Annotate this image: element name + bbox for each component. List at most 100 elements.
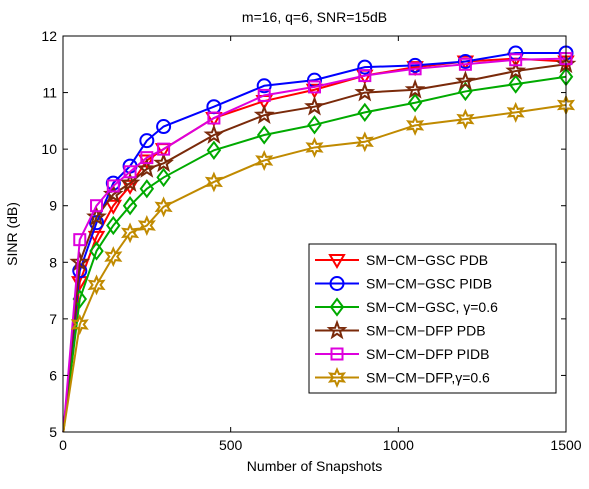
data-point	[458, 81, 473, 102]
data-point	[73, 233, 87, 247]
series-layer	[62, 45, 577, 433]
data-point	[207, 111, 221, 125]
data-point	[509, 53, 523, 67]
legend-item: SM−CM−GSC, γ=0.6	[315, 297, 498, 317]
axes-layer: 0 500 1000 1500 5 6 7 8 9 10 11 12	[41, 28, 581, 453]
y-tick-label: 8	[49, 254, 57, 270]
legend: SM−CM−GSC PDB SM−CM−GSC PIDB SM−CM−GSC, γ=…	[308, 243, 557, 394]
legend-box	[308, 243, 557, 394]
data-point	[86, 206, 107, 226]
y-tick-label: 6	[49, 367, 57, 383]
data-point	[407, 93, 423, 113]
data-point	[140, 151, 154, 165]
y-axis-label: SINR (dB)	[4, 202, 20, 266]
data-point	[154, 196, 173, 218]
data-point	[87, 274, 106, 296]
data-point	[358, 69, 372, 83]
data-point	[305, 83, 324, 99]
data-point	[357, 102, 373, 123]
data-point	[122, 196, 138, 216]
data-point	[69, 251, 91, 272]
legend-marker	[329, 297, 345, 317]
legend-item: SM−CM−DFP PIDB	[315, 346, 489, 362]
data-point	[456, 108, 475, 130]
data-point	[90, 199, 104, 213]
data-point	[203, 124, 225, 144]
y-tick-label: 11	[42, 85, 57, 101]
series-line-4	[62, 57, 567, 433]
data-point	[139, 133, 155, 149]
data-point	[505, 60, 527, 80]
data-point	[136, 158, 158, 178]
data-point	[204, 171, 223, 193]
data-point	[257, 88, 271, 102]
data-point	[308, 80, 321, 94]
series-2	[62, 67, 574, 433]
data-point	[408, 62, 422, 76]
legend-label: SM−CM−DFP,γ=0.6	[366, 370, 490, 386]
data-point	[206, 140, 222, 160]
series-4	[62, 52, 573, 433]
legend-label: SM−CM−GSC PIDB	[366, 276, 492, 292]
data-point	[139, 179, 155, 199]
legend-marker	[328, 254, 346, 269]
data-point	[137, 215, 156, 236]
data-point	[156, 167, 171, 188]
data-point	[119, 172, 141, 192]
data-point	[506, 101, 525, 123]
data-point	[120, 222, 140, 244]
x-axis-label: Number of Snapshots	[247, 458, 382, 474]
data-point	[354, 81, 376, 102]
legend-marker	[330, 347, 344, 361]
chart-title: m=16, q=6, SNR=15dB	[242, 9, 387, 25]
data-point	[404, 78, 426, 99]
x-tick-label: 1500	[550, 437, 581, 453]
data-point	[357, 59, 373, 75]
series-5	[62, 94, 576, 433]
legend-marker	[327, 367, 347, 388]
y-tick-label: 12	[41, 28, 57, 44]
data-point	[104, 246, 123, 268]
y-tick-label: 9	[49, 198, 57, 214]
legend-label: SM−CM−GSC, γ=0.6	[366, 299, 498, 315]
x-tick-label: 1000	[383, 437, 414, 453]
legend-label: SM−CM−DFP PIDB	[366, 346, 489, 362]
data-point	[355, 131, 374, 153]
data-point	[70, 314, 89, 335]
y-tick-label: 10	[41, 141, 57, 157]
data-point	[406, 114, 425, 136]
data-point	[508, 74, 523, 94]
data-point	[253, 104, 275, 125]
legend-label: SM−CM−GSC PDB	[366, 252, 488, 268]
data-point	[153, 152, 174, 173]
legend-marker	[326, 319, 348, 340]
series-line-2	[62, 75, 567, 433]
data-point	[106, 179, 120, 193]
data-point	[123, 165, 137, 179]
data-point	[255, 149, 274, 171]
legend-item: SM−CM−DFP,γ=0.6	[315, 367, 490, 388]
data-point	[157, 142, 171, 156]
data-point	[256, 78, 272, 94]
data-point	[89, 241, 104, 261]
legend-item: SM−CM−DFP PDB	[315, 319, 486, 340]
data-point	[104, 199, 123, 215]
axes-box	[62, 35, 567, 433]
data-point	[307, 115, 322, 135]
legend-label: SM−CM−DFP PDB	[366, 323, 486, 339]
data-point	[305, 136, 324, 158]
data-point	[156, 119, 172, 135]
legend-item: SM−CM−GSC PIDB	[315, 276, 492, 292]
data-point	[455, 70, 476, 91]
y-tick-label: 7	[49, 311, 57, 327]
x-tick-label: 0	[59, 437, 67, 453]
data-point	[106, 215, 121, 236]
data-point	[304, 95, 325, 116]
legend-marker	[329, 276, 345, 291]
x-tick-label: 500	[219, 437, 243, 453]
data-point	[256, 125, 272, 145]
series-line-5	[62, 104, 567, 433]
data-point	[458, 57, 472, 71]
